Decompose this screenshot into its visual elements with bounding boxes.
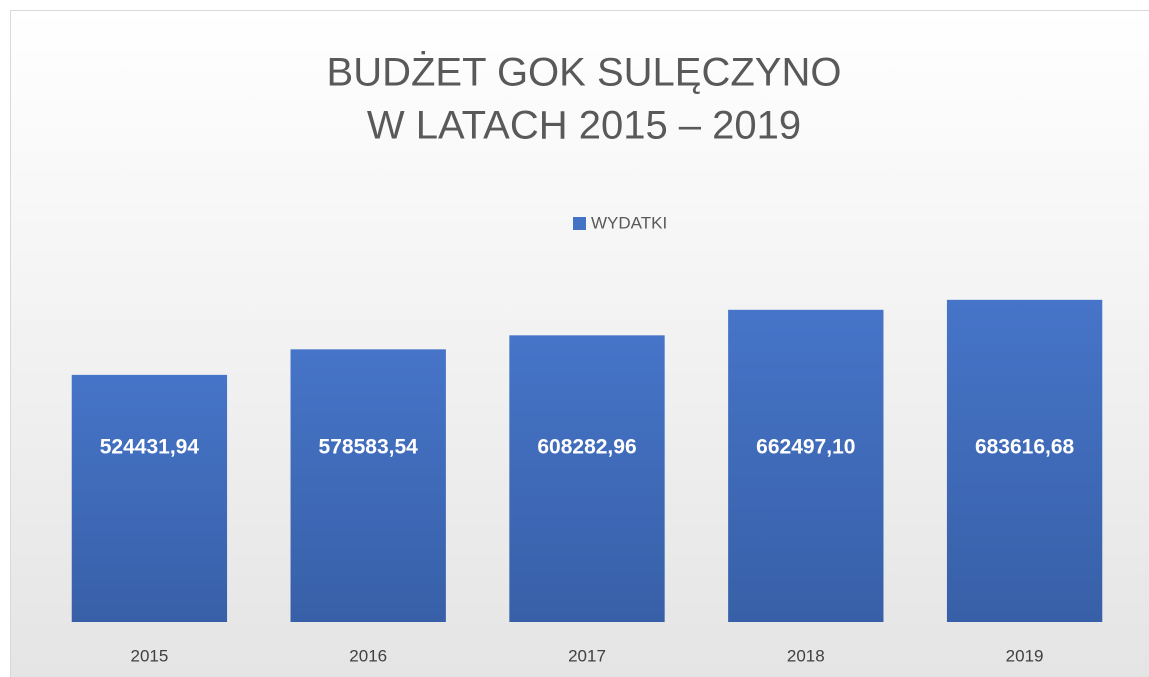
x-tick-label: 2017: [568, 646, 606, 665]
x-tick-label: 2015: [130, 646, 168, 665]
x-tick-label: 2016: [349, 646, 387, 665]
legend-label: WYDATKI: [591, 213, 667, 232]
bar: [728, 309, 884, 622]
bar: [509, 335, 665, 622]
legend-swatch: [573, 217, 586, 230]
bar: [71, 374, 228, 622]
data-label: 578583,54: [319, 436, 419, 459]
data-label: 662497,10: [756, 436, 855, 459]
chart-title: W LATACH 2015 – 2019: [367, 104, 801, 148]
x-tick-label: 2019: [1006, 646, 1044, 665]
chart-title: BUDŻET GOK SULĘCZYNO: [327, 50, 842, 95]
data-label: 683616,68: [975, 436, 1075, 459]
x-tick-label: 2018: [787, 646, 825, 665]
data-label: 608282,96: [537, 436, 636, 459]
bar: [290, 349, 446, 622]
data-label: 524431,94: [100, 436, 200, 459]
bar: [946, 299, 1103, 622]
